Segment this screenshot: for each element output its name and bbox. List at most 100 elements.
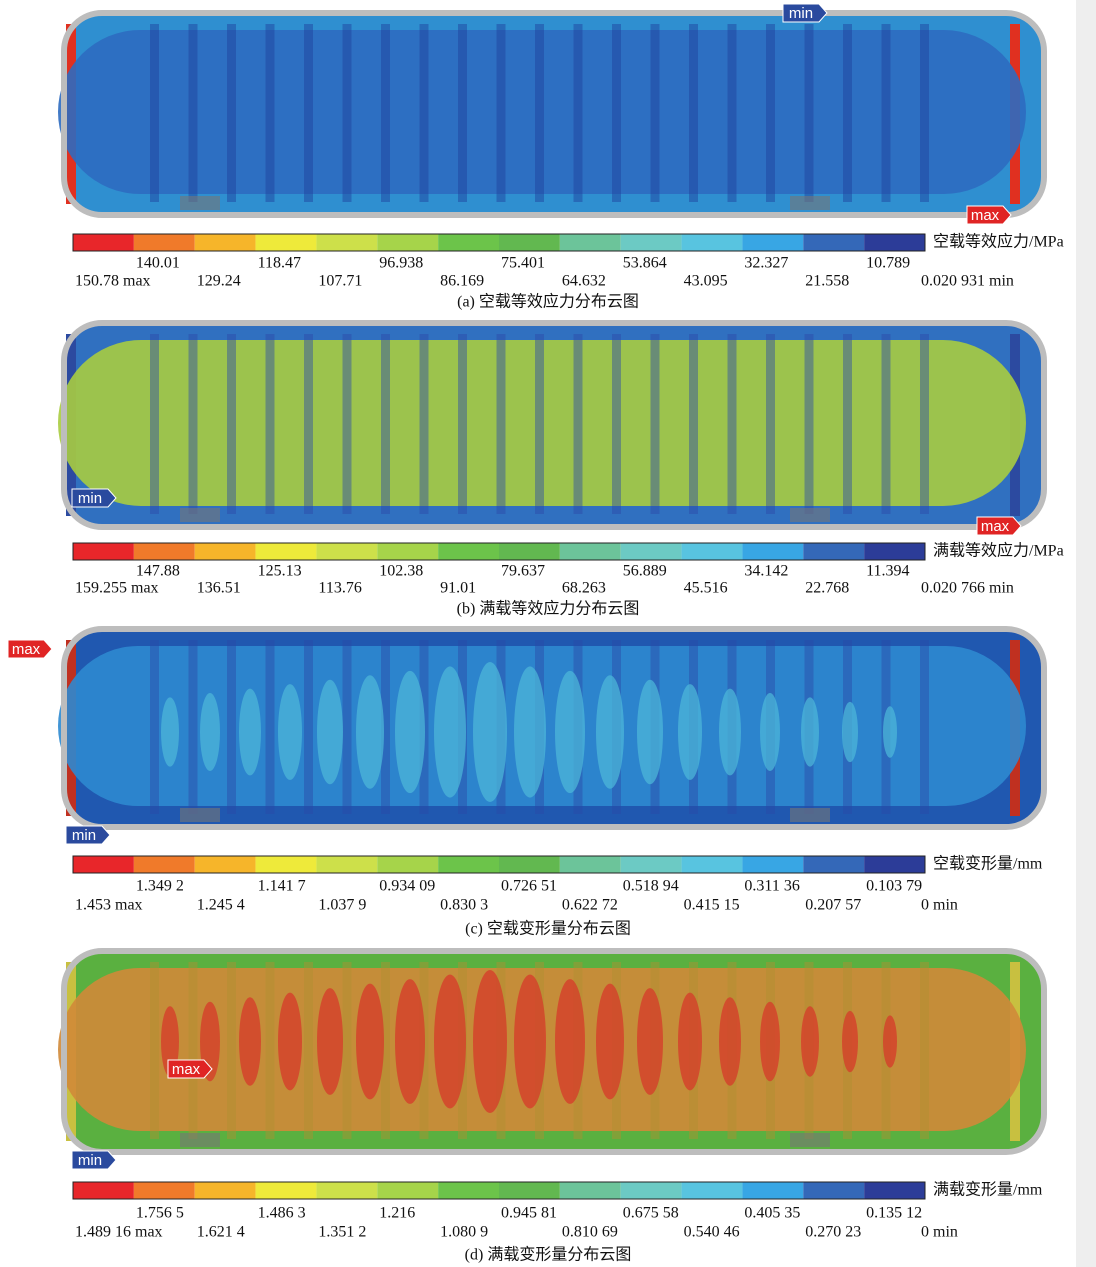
colorbar-swatch	[621, 856, 682, 873]
colorbar-swatch	[682, 856, 743, 873]
contour-blob	[596, 984, 624, 1100]
colorbar-label-upper: 1.349 2	[136, 878, 184, 895]
colorbar-swatch	[682, 234, 743, 251]
colorbar-label-upper: 125.13	[258, 563, 302, 580]
stiffener	[343, 24, 352, 202]
colorbar-swatch	[377, 856, 438, 873]
contour-blob	[842, 702, 858, 762]
colorbar-label-lower: 159.255 max	[75, 580, 159, 597]
side-strip	[1076, 0, 1096, 1267]
stiffener	[189, 962, 198, 1139]
colorbar-label-lower: 64.632	[562, 273, 606, 290]
colorbar-label-lower: 0.540 46	[684, 1224, 740, 1241]
stiffener	[920, 24, 929, 202]
colorbar-swatch	[499, 234, 560, 251]
colorbar-label-lower: 1.489 16 max	[75, 1224, 163, 1241]
legend-title: 满载等效应力/MPa	[933, 541, 1064, 560]
colorbar-label-upper: 1.216	[379, 1205, 415, 1222]
stiffener	[651, 24, 660, 202]
stiffener	[766, 334, 775, 514]
colorbar-label-upper: 0.945 81	[501, 1205, 557, 1222]
colorbar-label-upper: 0.934 09	[379, 878, 435, 895]
stiffener	[266, 24, 275, 202]
stiffener	[651, 334, 660, 514]
colorbar-swatch	[316, 856, 377, 873]
contour-blob	[473, 970, 507, 1113]
colorbar-swatch	[73, 1182, 134, 1199]
colorbar-swatch	[316, 234, 377, 251]
stiffener	[227, 24, 236, 202]
stiffener	[458, 334, 467, 514]
panel: minmax满载等效应力/MPa147.88125.13102.3879.637…	[58, 323, 1064, 618]
support-right	[790, 1133, 830, 1147]
colorbar-swatch	[195, 234, 256, 251]
colorbar-swatch	[377, 543, 438, 560]
colorbar-swatch	[742, 1182, 803, 1199]
stiffener	[266, 334, 275, 514]
colorbar-swatch	[803, 856, 864, 873]
support-left	[180, 808, 220, 822]
colorbar-label-upper: 79.637	[501, 563, 545, 580]
colorbar-label-lower: 43.095	[684, 273, 728, 290]
colorbar-label-lower: 0.207 57	[805, 897, 861, 914]
colorbar-label-lower: 91.01	[440, 580, 476, 597]
colorbar-label-upper: 147.88	[136, 563, 180, 580]
colorbar-swatch	[195, 1182, 256, 1199]
stiffener	[458, 24, 467, 202]
colorbar-label-upper: 0.518 94	[623, 878, 679, 895]
contour-blob	[356, 984, 384, 1100]
contour-blob	[883, 706, 897, 757]
contour-blob	[434, 666, 466, 797]
marker-label: min	[78, 1152, 102, 1169]
contour-blob	[555, 979, 585, 1104]
panel: minmax空载变形量/mm1.349 21.141 70.934 090.72…	[8, 629, 1044, 938]
contour-blob	[317, 988, 343, 1095]
panel: minmax满载变形量/mm1.756 51.486 31.2160.945 8…	[58, 951, 1044, 1264]
colorbar-label-lower: 0.415 15	[684, 897, 740, 914]
contour-blob	[719, 689, 741, 776]
colorbar-swatch	[256, 856, 317, 873]
colorbar-label-lower: 129.24	[197, 273, 241, 290]
support-left	[180, 508, 220, 522]
stiffener	[420, 24, 429, 202]
stiffener	[689, 334, 698, 514]
stiffener	[689, 24, 698, 202]
colorbar-label-lower: 150.78 max	[75, 273, 151, 290]
contour-blob	[637, 680, 663, 785]
colorbar-label-upper: 53.864	[623, 255, 667, 272]
support-right	[790, 808, 830, 822]
colorbar-label-upper: 1.756 5	[136, 1205, 184, 1222]
legend-title: 满载变形量/mm	[933, 1181, 1043, 1199]
colorbar-label-lower: 0.020 766 min	[921, 580, 1014, 597]
support-left	[180, 196, 220, 210]
stiffener	[304, 962, 313, 1139]
colorbar-swatch	[560, 856, 621, 873]
colorbar-label-lower: 1.351 2	[318, 1224, 366, 1241]
legend-title: 空载变形量/mm	[933, 855, 1043, 873]
contour-blob	[678, 684, 702, 780]
colorbar-label-lower: 22.768	[805, 580, 849, 597]
support-right	[790, 196, 830, 210]
colorbar-label-lower: 1.453 max	[75, 897, 143, 914]
stiffener	[381, 24, 390, 202]
colorbar-label-upper: 1.141 7	[258, 878, 306, 895]
stiffener	[535, 24, 544, 202]
stiffener	[574, 24, 583, 202]
colorbar-swatch	[134, 234, 195, 251]
colorbar-label-lower: 113.76	[318, 580, 361, 597]
colorbar-label-lower: 45.516	[684, 580, 728, 597]
contour-blob	[514, 666, 546, 797]
stiffener	[227, 962, 236, 1139]
contour-blob	[760, 693, 780, 771]
colorbar-swatch	[134, 1182, 195, 1199]
colorbar-swatch	[377, 1182, 438, 1199]
colorbar-label-lower: 86.169	[440, 273, 484, 290]
colorbar-swatch	[864, 856, 925, 873]
colorbar-swatch	[195, 856, 256, 873]
caption: (b) 满载等效应力分布云图	[457, 599, 640, 618]
colorbar-swatch	[560, 543, 621, 560]
colorbar-swatch	[621, 234, 682, 251]
stiffener	[766, 24, 775, 202]
colorbar-label-lower: 68.263	[562, 580, 606, 597]
